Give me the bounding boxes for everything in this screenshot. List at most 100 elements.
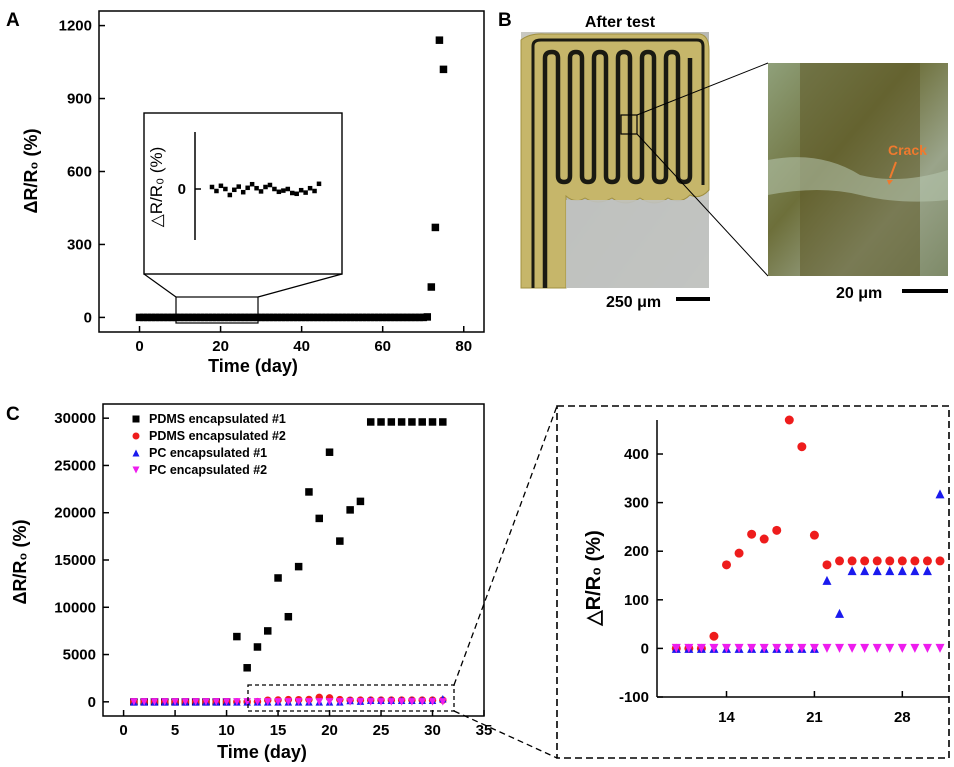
zoom-data-point	[809, 643, 819, 653]
x-tick-label: 0	[135, 338, 143, 355]
zoom-data-point	[872, 556, 882, 566]
data-point	[382, 313, 391, 322]
data-point	[315, 698, 323, 706]
zoom-data-point	[784, 643, 794, 653]
panel-c-x-axis-title: Time (day)	[217, 742, 307, 762]
zoom-data-point	[759, 643, 769, 653]
legend-label: PC encapsulated #2	[149, 463, 267, 477]
photo-right-crack-band	[768, 157, 948, 202]
data-point	[171, 698, 179, 706]
zoom-data-point	[822, 643, 832, 653]
data-point	[428, 418, 437, 426]
zoom-data-point	[772, 525, 782, 535]
data-point	[354, 313, 363, 322]
x-tick-label: 20	[321, 722, 338, 739]
data-point	[428, 698, 437, 706]
data-point	[408, 698, 416, 706]
inset-data-point	[307, 185, 313, 191]
data-point	[139, 313, 148, 322]
y-tick-label: 900	[67, 91, 92, 108]
zoom-data-point	[885, 643, 895, 653]
panel-b-callout-line-bottom	[636, 133, 769, 277]
zoom-data-point	[759, 534, 769, 544]
panel-c-x-ticks: 0 5 10 15 20 25 30 35	[119, 710, 492, 739]
data-point	[358, 313, 367, 322]
data-point	[200, 313, 209, 322]
zoom-data-point	[897, 556, 907, 566]
photo-left-outer-trace	[531, 38, 705, 288]
data-point	[188, 313, 196, 322]
data-point	[423, 313, 432, 321]
data-point	[387, 698, 396, 706]
data-point	[342, 313, 350, 322]
data-point	[130, 698, 138, 706]
panel-a-plot: 0 20 40 60 80 0 300 600 900 1200 Time (day) ΔR/R…	[21, 10, 485, 376]
x-tick-label: 60	[374, 338, 391, 355]
data-point	[191, 698, 200, 706]
inset-data-point	[272, 186, 277, 192]
data-point	[387, 418, 396, 426]
x-tick-label: 35	[476, 722, 493, 739]
inset-data-point	[303, 190, 308, 195]
data-point	[294, 562, 303, 571]
data-point	[403, 313, 411, 322]
data-point	[318, 313, 326, 322]
inset-data-point	[218, 183, 224, 189]
panel-c-zoom-y-ticks: -100 0 100 200 300 400	[619, 446, 663, 706]
data-point	[184, 313, 192, 322]
panel-c-zoom-points	[671, 415, 945, 653]
x-tick-label: 10	[218, 722, 235, 739]
legend-marker	[132, 432, 140, 440]
y-tick-label: 300	[67, 236, 92, 253]
data-point	[418, 698, 426, 706]
zoom-data-point	[835, 643, 845, 653]
data-point	[160, 313, 168, 322]
data-point	[314, 313, 322, 322]
data-point	[257, 313, 265, 322]
panel-a-letter: A	[6, 10, 20, 31]
inset-data-point	[227, 192, 233, 198]
zoom-data-point	[797, 442, 807, 452]
data-point	[397, 418, 406, 426]
inset-data-point	[276, 189, 282, 195]
data-point	[284, 698, 293, 706]
y-tick-label: 30000	[54, 410, 96, 427]
zoom-data-point	[797, 643, 807, 653]
panel-b-letter: B	[498, 10, 512, 31]
zoom-data-point	[809, 530, 819, 540]
zoom-data-point	[747, 529, 757, 539]
photo-left-crack-box	[620, 114, 638, 135]
data-point	[168, 313, 176, 322]
data-point	[261, 313, 269, 322]
data-point	[419, 313, 427, 322]
inset-data-point	[249, 181, 255, 187]
data-point	[399, 313, 407, 322]
data-point	[274, 574, 282, 582]
zoom-data-point	[922, 566, 932, 576]
zoom-y-tick-label: 400	[624, 446, 649, 463]
data-point	[315, 514, 323, 523]
data-point	[325, 448, 334, 456]
data-point	[222, 698, 231, 706]
zoom-data-point	[784, 415, 794, 425]
legend-marker	[132, 415, 140, 423]
zoom-data-point	[910, 556, 920, 566]
panel-a-zoom-line-left	[143, 273, 177, 298]
legend-label: PDMS encapsulated #1	[149, 412, 286, 426]
zoom-data-point	[747, 643, 757, 653]
zoom-data-point	[835, 556, 845, 566]
data-point	[397, 698, 406, 706]
x-tick-label: 5	[171, 722, 179, 739]
panel-a-inset-y-tick-label: 0	[178, 181, 186, 198]
y-tick-label: 5000	[63, 647, 96, 664]
data-point	[151, 313, 160, 322]
legend-label: PC encapsulated #1	[149, 446, 267, 460]
panel-c-plot: 0 5 10 15 20 25 30 35 0 5000 10000 15000 20000 25000…	[10, 403, 950, 762]
panel-a-y-ticks: 0 300 600 900 1200	[59, 18, 105, 326]
y-tick-label: 0	[88, 694, 96, 711]
crack-arrow	[889, 161, 897, 179]
scale-bar-left-label: 250 μm	[606, 294, 661, 311]
zoom-data-point	[722, 643, 732, 653]
data-point	[233, 698, 241, 706]
photo-left-serpentine-trace	[542, 49, 693, 288]
